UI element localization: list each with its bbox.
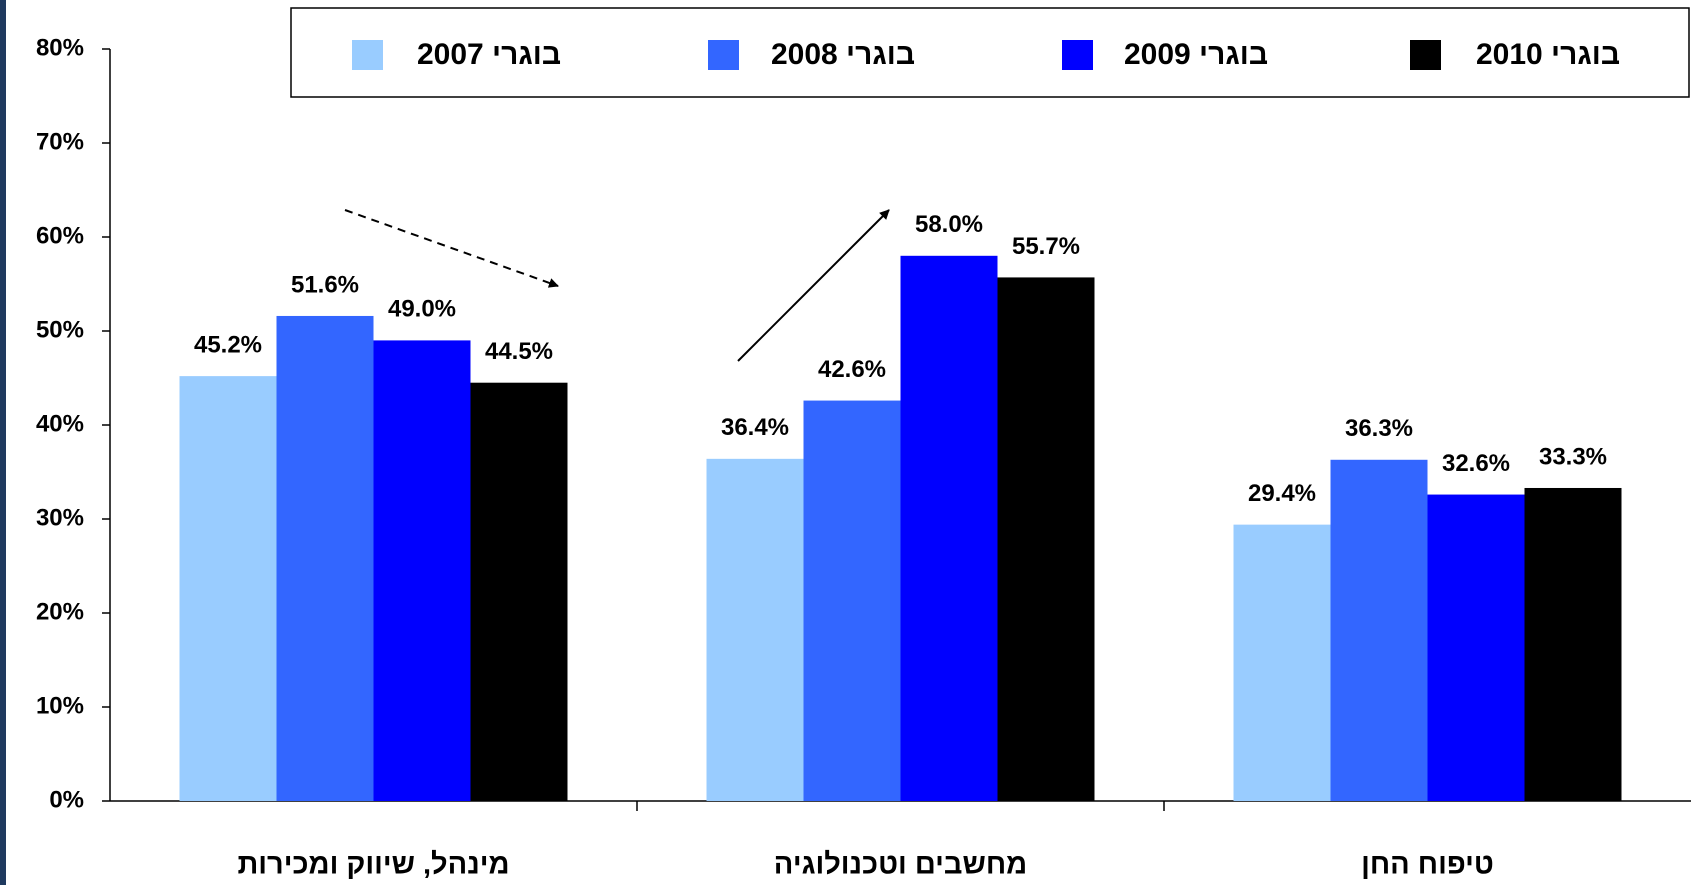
bar	[1427, 494, 1525, 801]
data-label: 44.5%	[485, 338, 553, 365]
y-tick-label: 0%	[49, 786, 84, 813]
legend-swatch	[1062, 40, 1093, 70]
data-label: 49.0%	[388, 296, 456, 323]
legend-box	[290, 7, 1690, 98]
legend-label: בוגרי 2010	[1476, 38, 1620, 71]
data-label: 55.7%	[1012, 233, 1080, 260]
left-border	[0, 0, 6, 885]
y-tick-label: 60%	[36, 222, 84, 249]
legend-swatch	[708, 40, 739, 70]
bar	[373, 340, 471, 801]
y-tick-label: 40%	[36, 410, 84, 437]
bar	[1524, 487, 1622, 801]
y-tick-label: 50%	[36, 316, 84, 343]
legend-label: בוגרי 2008	[771, 38, 915, 71]
trend-arrow	[344, 209, 559, 288]
bar	[900, 255, 998, 802]
trend-arrow	[737, 209, 890, 362]
y-tick-label: 70%	[36, 128, 84, 155]
bar	[470, 382, 568, 801]
data-label: 51.6%	[291, 271, 359, 298]
data-label: 58.0%	[915, 211, 983, 238]
bar	[276, 315, 374, 801]
bar	[1233, 524, 1331, 801]
data-label: 45.2%	[194, 331, 262, 358]
data-label: 42.6%	[818, 356, 886, 383]
data-label: 36.3%	[1345, 415, 1413, 442]
y-tick-label: 10%	[36, 692, 84, 719]
data-label: 36.4%	[721, 414, 789, 441]
bar	[706, 458, 804, 801]
x-tick-label: מחשבים וטכנולוגיה	[774, 849, 1027, 881]
bar	[997, 277, 1095, 801]
legend-swatch	[352, 40, 383, 70]
legend-label: בוגרי 2009	[1124, 38, 1268, 71]
data-label: 29.4%	[1248, 480, 1316, 507]
data-label: 33.3%	[1539, 443, 1607, 470]
y-tick-label: 20%	[36, 598, 84, 625]
bar	[803, 400, 901, 801]
y-tick-label: 80%	[36, 34, 84, 61]
legend-label: בוגרי 2007	[417, 38, 561, 71]
data-label: 32.6%	[1442, 450, 1510, 477]
x-tick-label: מינהל, שיווק ומכירות	[237, 849, 509, 881]
bar	[179, 376, 277, 801]
legend-swatch	[1410, 40, 1441, 70]
bar	[1330, 459, 1428, 801]
x-tick-label: טיפוח החן	[1361, 849, 1494, 881]
y-tick-label: 30%	[36, 504, 84, 531]
